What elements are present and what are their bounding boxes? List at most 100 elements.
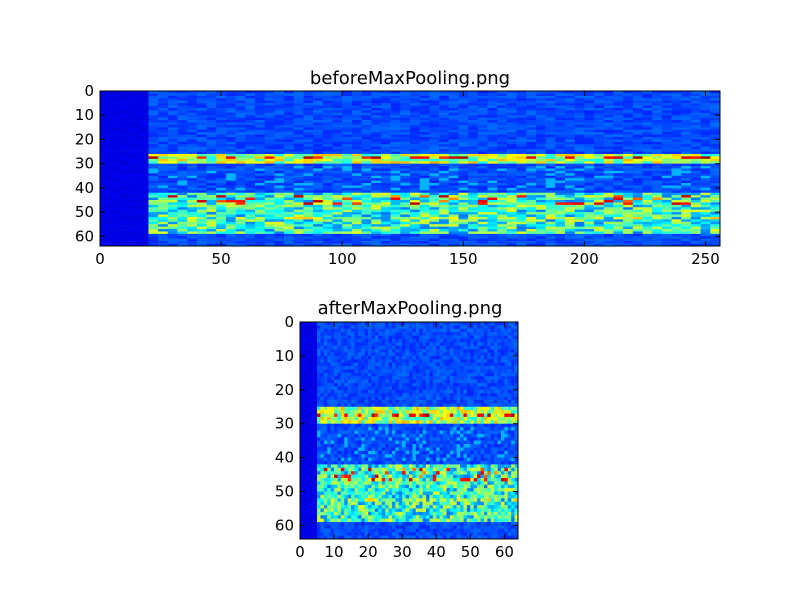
heatmap-cell <box>483 349 488 353</box>
heatmap-cell <box>466 322 471 326</box>
heatmap-cell <box>671 91 682 94</box>
heatmap-cell <box>584 158 595 162</box>
heatmap-cell <box>119 93 130 97</box>
heatmap-cell <box>409 355 413 360</box>
heatmap-cell <box>323 342 328 347</box>
heatmap-cell <box>555 195 566 198</box>
heatmap-cell <box>710 199 721 203</box>
heatmap-cell <box>458 156 469 160</box>
heatmap-cell <box>574 197 585 201</box>
heatmap-cell <box>100 110 110 114</box>
heatmap-cell <box>516 236 527 240</box>
heatmap-cell <box>158 137 169 140</box>
heatmap-cell <box>477 158 488 162</box>
heatmap-cell <box>429 107 440 111</box>
heatmap-cell <box>497 161 508 164</box>
heatmap-cell <box>196 219 207 223</box>
heatmap-cell <box>342 100 353 104</box>
heatmap-cell <box>661 243 672 247</box>
heatmap-cell <box>690 112 701 116</box>
heatmap-cell <box>436 362 440 367</box>
heatmap-cell <box>371 91 382 94</box>
heatmap-cell <box>642 219 653 223</box>
heatmap-cell <box>412 335 417 340</box>
heatmap-cell <box>439 137 450 140</box>
heatmap-cell <box>334 335 338 340</box>
heatmap-cell <box>332 207 343 210</box>
heatmap-cell <box>458 144 469 147</box>
heatmap-cell <box>330 352 335 357</box>
heatmap-cell <box>109 229 120 232</box>
heatmap-cell <box>594 112 605 116</box>
heatmap-cell <box>390 180 401 184</box>
heatmap-cell <box>306 349 311 353</box>
heatmap-cell <box>158 190 169 194</box>
heatmap-cell <box>642 209 653 213</box>
heatmap-cell <box>613 127 624 131</box>
heatmap-cell <box>700 166 711 169</box>
heatmap-cell <box>477 199 488 203</box>
heatmap-cell <box>623 212 634 215</box>
heatmap-cell <box>390 221 401 225</box>
heatmap-cell <box>206 221 217 225</box>
heatmap-cell <box>681 214 692 218</box>
heatmap-cell <box>322 185 333 189</box>
heatmap-cell <box>245 132 256 135</box>
heatmap-cell <box>458 103 469 106</box>
heatmap-cell <box>245 197 256 201</box>
heatmap-cell <box>293 144 304 147</box>
heatmap-cell <box>129 226 140 230</box>
heatmap-cell <box>109 195 120 198</box>
heatmap-cell <box>323 362 328 367</box>
heatmap-cell <box>468 141 479 145</box>
heatmap-cell <box>487 127 498 131</box>
heatmap-cell <box>584 212 595 215</box>
heatmap-cell <box>390 209 401 213</box>
heatmap-cell <box>671 168 682 172</box>
heatmap-cell <box>594 137 605 140</box>
heatmap-cell <box>487 197 498 201</box>
heatmap-cell <box>463 352 468 357</box>
heatmap-cell <box>526 163 537 167</box>
heatmap-cell <box>380 144 391 147</box>
heatmap-cell <box>584 112 595 116</box>
heatmap-cell <box>255 168 265 172</box>
heatmap-cell <box>400 132 411 135</box>
heatmap-cell <box>380 180 391 184</box>
heatmap-cell <box>235 173 246 177</box>
heatmap-cell <box>584 226 595 230</box>
heatmap-cell <box>293 224 304 227</box>
heatmap-cell <box>448 233 459 237</box>
heatmap-cell <box>555 202 566 206</box>
heatmap-cell <box>255 93 265 97</box>
heatmap-cell <box>690 105 701 109</box>
heatmap-cell <box>516 129 527 133</box>
heatmap-cell <box>565 153 575 157</box>
heatmap-cell <box>167 139 178 143</box>
heatmap-cell <box>337 352 342 357</box>
heatmap-cell <box>574 178 585 181</box>
heatmap-cell <box>642 158 653 162</box>
heatmap-cell <box>148 190 159 194</box>
heatmap-cell <box>535 178 546 181</box>
heatmap-cell <box>594 100 605 104</box>
heatmap-cell <box>129 216 140 220</box>
heatmap-cell <box>603 98 614 101</box>
heatmap-cell <box>419 335 423 340</box>
heatmap-cell <box>100 187 110 191</box>
heatmap-cell <box>351 236 362 240</box>
heatmap-cell <box>710 190 721 194</box>
heatmap-cell <box>623 107 634 111</box>
heatmap-cell <box>100 185 110 189</box>
heatmap-cell <box>671 115 682 118</box>
heatmap-cell <box>681 168 692 172</box>
heatmap-cell <box>535 103 546 106</box>
heatmap-cell <box>390 161 401 164</box>
heatmap-cell <box>535 231 546 235</box>
heatmap-cell <box>371 110 382 114</box>
heatmap-cell <box>344 322 348 326</box>
heatmap-cell <box>439 115 450 118</box>
heatmap-cell <box>129 197 140 201</box>
heatmap-cell <box>293 112 304 116</box>
heatmap-cell <box>206 144 217 147</box>
